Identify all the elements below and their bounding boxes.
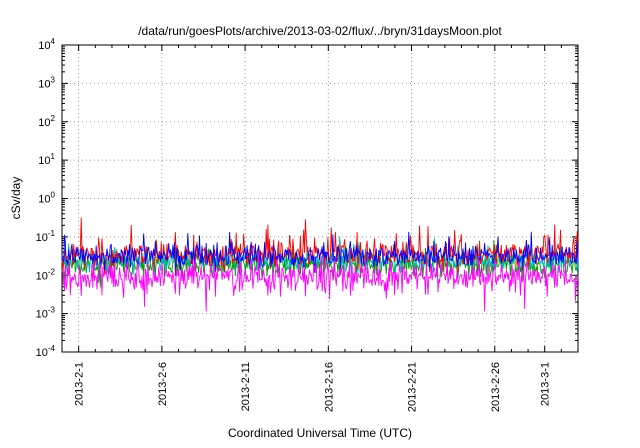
y-tick-label: 104 [38,37,55,52]
y-tick-label: 100 [38,191,55,206]
plot-border [61,44,579,353]
x-tick-label: 2013-2-26 [490,362,502,412]
series-blue [61,231,579,276]
x-tick-label: 2013-2-16 [323,362,335,412]
y-tick-label: 10-3 [36,306,56,321]
x-axis-label: Coordinated Universal Time (UTC) [227,426,413,440]
y-tick-label: 10-2 [36,267,56,282]
x-tick-label: 2013-2-6 [157,362,169,406]
y-tick-label: 10-4 [36,344,56,359]
x-tick-label: 2013-2-1 [74,362,86,406]
plot-title: /data/run/goesPlots/archive/2013-03-02/f… [138,24,502,38]
y-tick-label: 103 [38,75,55,90]
series-magenta [61,251,579,312]
y-tick-label: 102 [38,114,55,129]
y-tick-label: 101 [38,152,55,167]
y-tick-label: 10-1 [36,229,56,244]
x-tick-label: 2013-2-11 [240,362,252,411]
x-tick-label: 2013-2-21 [407,362,419,412]
x-tick-label: 2013-3-1 [540,362,552,406]
